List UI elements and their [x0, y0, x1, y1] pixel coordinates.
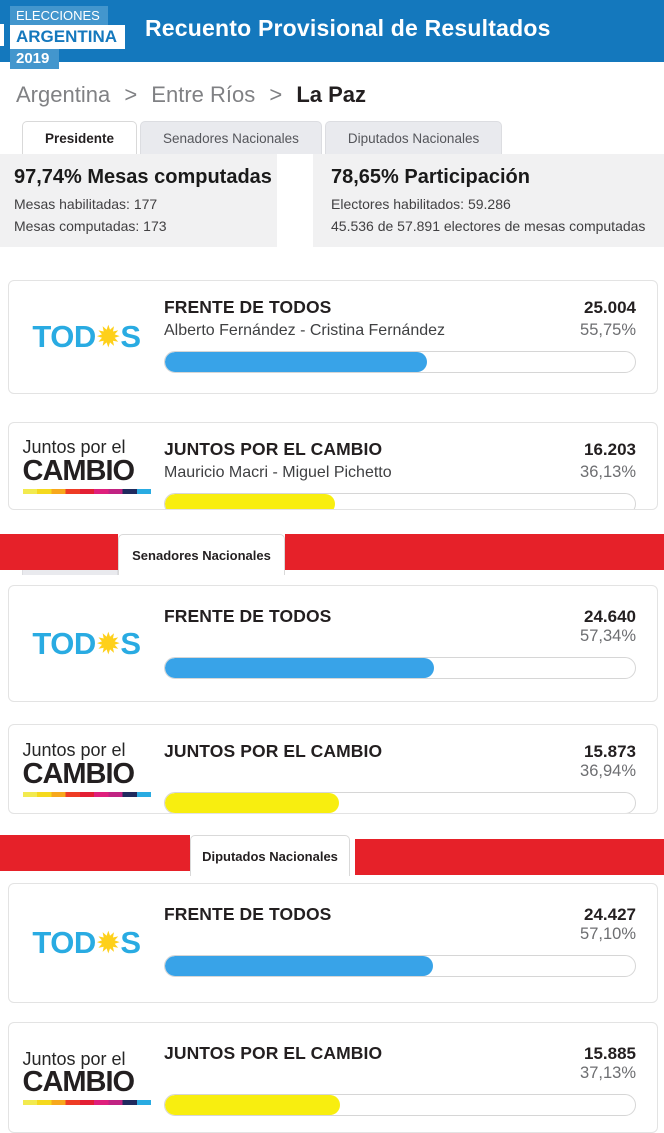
- progress-bar: [164, 792, 636, 813]
- candidates: Alberto Fernández - Cristina Fernández: [164, 322, 446, 339]
- vote-percent: 57,34%: [580, 627, 636, 645]
- juntos-por-el-cambio-logo: Juntos por el CAMBIO: [9, 423, 164, 509]
- red-bar-right: [285, 534, 664, 570]
- progress-bar: [164, 955, 636, 977]
- candidates: Mauricio Macri - Miguel Pichetto: [164, 464, 392, 481]
- todos-logo-text-pre: TOD: [32, 319, 96, 354]
- progress-bar: [164, 351, 636, 373]
- header-edge-decoration: [0, 24, 4, 46]
- tab-presidente[interactable]: Presidente: [22, 121, 138, 154]
- vote-percent: 37,13%: [580, 1064, 636, 1082]
- stats-electores-habilitados: Electores habilitados: 59.286: [331, 196, 511, 212]
- result-card-presidente-jxc: Juntos por el CAMBIO JUNTOS POR EL CAMBI…: [8, 422, 658, 510]
- red-bar-left: [0, 534, 118, 570]
- progress-bar: [164, 657, 636, 679]
- breadcrumb-current-la-paz: La Paz: [296, 82, 367, 107]
- page-title: Recuento Provisional de Resultados: [145, 15, 551, 41]
- category-tabs: Presidente Senadores Nacionales Diputado…: [0, 120, 664, 154]
- vote-count: 15.885: [584, 1044, 636, 1063]
- jxc-rainbow-stripe: [22, 488, 151, 494]
- red-bar-right: [355, 839, 664, 875]
- progress-bar-fill: [165, 793, 339, 813]
- result-card-senadores-fdt: TOD✹S FRENTE DE TODOS 24.640 57,34%: [8, 585, 658, 702]
- tab-senadores-nacionales[interactable]: Senadores Nacionales: [140, 121, 322, 154]
- vote-count: 24.427: [584, 905, 636, 924]
- todos-logo-text-post: S: [120, 625, 141, 661]
- vote-count: 25.004: [584, 298, 636, 317]
- result-card-presidente-fdt: TOD✹S FRENTE DE TODOS 25.004 Alberto Fer…: [8, 280, 658, 394]
- result-card-senadores-jxc: Juntos por el CAMBIO JUNTOS POR EL CAMBI…: [8, 724, 658, 814]
- todos-logo: TOD✹S: [9, 884, 164, 1002]
- vote-percent: 55,75%: [580, 321, 636, 339]
- tab-diputados-nacionales[interactable]: Diputados Nacionales: [324, 121, 503, 154]
- red-bar-left: [0, 835, 190, 871]
- juntos-por-el-cambio-logo: Juntos por el CAMBIO: [9, 1023, 164, 1132]
- todos-logo-text-pre: TOD: [32, 925, 96, 960]
- progress-bar-fill: [165, 352, 428, 372]
- todos-logo-text-post: S: [120, 925, 141, 960]
- vote-count: 15.873: [584, 742, 636, 761]
- todos-logo-text-pre: TOD: [32, 625, 96, 661]
- breadcrumb-separator: >: [124, 82, 138, 107]
- stats-mesas: 97,74% Mesas computadas Mesas habilitada…: [0, 154, 277, 247]
- result-card-diputados-jxc: Juntos por el CAMBIO JUNTOS POR EL CAMBI…: [8, 1022, 658, 1133]
- jxc-rainbow-stripe: [22, 1100, 151, 1106]
- breadcrumb-separator: >: [269, 82, 283, 107]
- party-name: FRENTE DE TODOS: [164, 904, 332, 924]
- app-header: ELECCIONES ARGENTINA 2019 Recuento Provi…: [0, 0, 664, 69]
- stats-participacion-title: 78,65% Participación: [331, 166, 530, 188]
- progress-bar: [164, 493, 636, 509]
- juntos-por-el-cambio-logo: Juntos por el CAMBIO: [9, 725, 164, 813]
- breadcrumb: Argentina > Entre Ríos > La Paz: [0, 62, 664, 120]
- progress-bar-fill: [165, 494, 335, 509]
- progress-bar-fill: [165, 956, 434, 976]
- party-name: JUNTOS POR EL CAMBIO: [164, 741, 383, 761]
- logo-line-argentina: ARGENTINA: [10, 25, 126, 49]
- progress-bar-fill: [165, 1095, 340, 1115]
- vote-percent: 57,10%: [580, 925, 636, 943]
- vote-count: 24.640: [584, 607, 636, 626]
- stats-divider: [277, 154, 313, 247]
- todos-logo-text-post: S: [120, 319, 141, 354]
- jxc-logo-line1: Juntos por el: [22, 1048, 126, 1069]
- stats-mesas-title: 97,74% Mesas computadas: [14, 166, 272, 188]
- tab-diputados-nacionales-section[interactable]: Diputados Nacionales: [190, 835, 350, 876]
- sun-icon: ✹: [95, 926, 121, 961]
- section-band-diputados: Diputados Nacionales: [0, 835, 664, 876]
- jxc-logo-line1: Juntos por el: [22, 740, 126, 761]
- logo-line-2019: 2019: [10, 49, 60, 69]
- jxc-logo-line2: CAMBIO: [22, 1066, 136, 1099]
- party-name: FRENTE DE TODOS: [164, 606, 332, 626]
- stats-mesas-habilitadas: Mesas habilitadas: 177: [14, 196, 158, 212]
- sun-icon: ✹: [95, 320, 121, 355]
- jxc-rainbow-stripe: [22, 791, 151, 797]
- elecciones-argentina-logo: ELECCIONES ARGENTINA 2019: [10, 6, 126, 69]
- result-card-diputados-fdt: TOD✹S FRENTE DE TODOS 24.427 57,10%: [8, 883, 658, 1003]
- party-name: JUNTOS POR EL CAMBIO: [164, 439, 383, 459]
- breadcrumb-argentina[interactable]: Argentina: [16, 82, 111, 107]
- stats-electores-computados: 45.536 de 57.891 electores de mesas comp…: [331, 218, 646, 234]
- section-band-senadores: Senadores Nacionales: [0, 534, 664, 575]
- sun-icon: ✹: [95, 626, 121, 662]
- vote-percent: 36,13%: [580, 463, 636, 481]
- jxc-logo-line1: Juntos por el: [22, 437, 126, 458]
- vote-count: 16.203: [584, 440, 636, 459]
- stats-participacion: 78,65% Participación Electores habilitad…: [313, 154, 664, 247]
- tab-senadores-nacionales-section[interactable]: Senadores Nacionales: [118, 534, 285, 575]
- progress-bar-fill: [165, 658, 435, 678]
- todos-logo: TOD✹S: [9, 586, 164, 701]
- vote-percent: 36,94%: [580, 762, 636, 780]
- party-name: FRENTE DE TODOS: [164, 297, 332, 317]
- breadcrumb-entre-rios[interactable]: Entre Ríos: [151, 82, 256, 107]
- jxc-logo-line2: CAMBIO: [22, 454, 136, 487]
- todos-logo: TOD✹S: [9, 281, 164, 393]
- jxc-logo-line2: CAMBIO: [22, 757, 136, 790]
- progress-bar: [164, 1094, 636, 1116]
- stats-section: 97,74% Mesas computadas Mesas habilitada…: [0, 154, 664, 247]
- logo-line-elecciones: ELECCIONES: [10, 6, 108, 25]
- party-name: JUNTOS POR EL CAMBIO: [164, 1043, 383, 1063]
- stats-mesas-computadas: Mesas computadas: 173: [14, 218, 167, 234]
